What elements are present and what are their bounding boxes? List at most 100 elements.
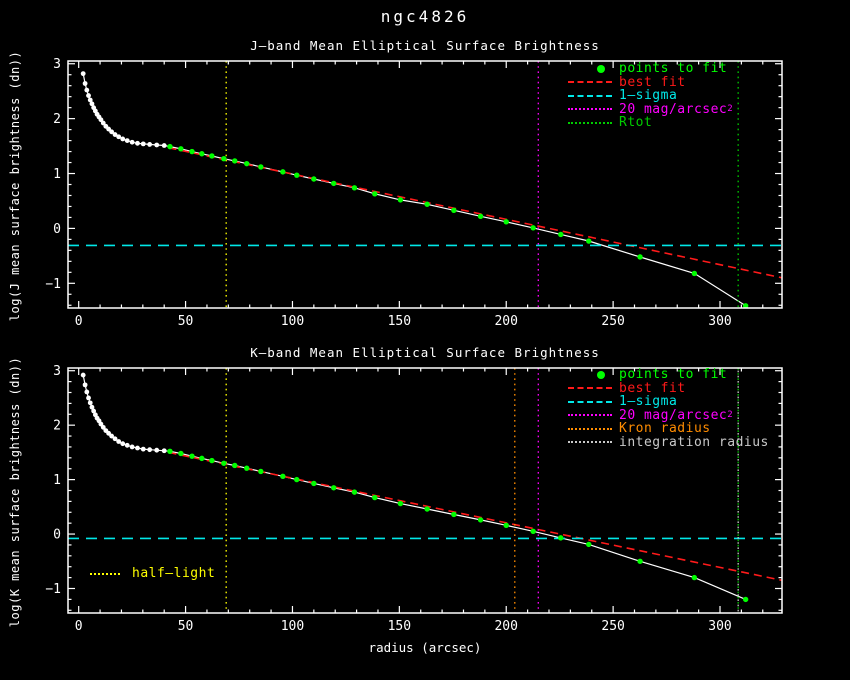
- profile-point: [135, 445, 140, 451]
- legend-label: 1–sigma: [619, 394, 678, 409]
- panel-J: 0 50 100 150 200 250 300 −1 0 1 2 3: [45, 57, 783, 329]
- fit-point: [311, 480, 317, 487]
- fit-point: [351, 489, 358, 495]
- legend-label: best fit: [619, 74, 686, 90]
- fit-point: [372, 191, 378, 197]
- fit-point: [424, 506, 430, 512]
- fit-point: [637, 558, 643, 564]
- profile-point: [135, 140, 140, 146]
- profile-point: [120, 136, 126, 142]
- fit-point: [451, 511, 457, 518]
- x-tick-label: 250: [601, 619, 624, 634]
- x-tick-label: 200: [494, 314, 517, 329]
- y-tick-label: 2: [53, 112, 61, 127]
- legend-item: best fit: [568, 74, 733, 90]
- profile-point: [84, 87, 90, 93]
- x-tick-label: 300: [708, 619, 731, 634]
- legend-label: Kron radius: [619, 421, 711, 436]
- legend-swatch-dots: [568, 427, 612, 430]
- profile-point: [109, 433, 115, 439]
- legend-swatch-dots: [568, 441, 612, 444]
- profile-point: [86, 395, 91, 401]
- profile-point: [80, 372, 86, 378]
- panel-k-legend: points to fit best fit 1–sigma 20 mag/arcse…: [568, 368, 769, 449]
- fit-point: [199, 151, 205, 157]
- profile-point: [100, 120, 106, 126]
- fit-point: [742, 303, 749, 309]
- y-tick-label: 0: [53, 222, 61, 237]
- panel-k-ylabel: log(K mean surface brightness (dn)): [8, 356, 22, 628]
- fit-point: [244, 160, 250, 167]
- profile-point: [161, 143, 167, 148]
- fit-point: [637, 254, 643, 260]
- legend-label: integration radius: [619, 434, 769, 450]
- legend-item: 20 mag/arcsec 2: [568, 407, 769, 423]
- legend-label: 20 mag/arcsec: [619, 101, 728, 117]
- legend-item: 1–sigma: [568, 395, 769, 409]
- legend-item: best fit: [568, 381, 769, 396]
- profile-point: [124, 442, 130, 448]
- tick-labels: 0 50 100 150 200 250 300 −1 0 1 2 3: [45, 57, 731, 329]
- fit-point: [397, 197, 404, 203]
- profile-point: [147, 142, 153, 147]
- fit-point: [294, 172, 300, 178]
- fit-point: [199, 455, 205, 462]
- profile-point: [89, 404, 95, 410]
- profile-point: [100, 424, 106, 430]
- fit-point: [586, 541, 592, 548]
- legend-swatch-dash: [568, 94, 612, 97]
- profile-point: [82, 81, 88, 86]
- fit-point: [691, 574, 698, 581]
- profile-point: [154, 447, 160, 453]
- profile-point: [109, 129, 115, 135]
- legend-label: 1–sigma: [619, 88, 678, 103]
- half-light-swatch: [90, 572, 120, 575]
- legend-label-sup: 2: [727, 409, 733, 420]
- y-tick-label: 3: [53, 364, 61, 379]
- profile-point: [129, 444, 135, 450]
- legend-swatch-dot: [568, 64, 612, 73]
- best-fit-line: [168, 451, 783, 582]
- profile-point: [91, 408, 97, 414]
- legend-swatch-dot: [568, 370, 612, 379]
- fit-point: [167, 143, 173, 150]
- legend-swatch-dots: [568, 108, 612, 111]
- y-tick-label: 2: [53, 419, 61, 434]
- x-tick-label: 200: [494, 619, 517, 634]
- fit-point: [691, 270, 698, 277]
- fit-point: [311, 176, 317, 182]
- half-light-annotation: half–light: [90, 566, 215, 581]
- profile-point: [154, 142, 160, 148]
- profile-point: [116, 439, 122, 444]
- profile-point: [129, 139, 135, 145]
- y-tick-label: −1: [45, 277, 61, 292]
- legend-swatch-dots: [568, 121, 612, 124]
- fit-point: [232, 158, 238, 164]
- y-tick-label: 1: [53, 473, 61, 488]
- fit-point: [503, 219, 509, 225]
- x-tick-label: 300: [708, 314, 731, 329]
- profile-point: [112, 436, 118, 442]
- fit-point: [294, 476, 300, 483]
- axis-ticks: [68, 368, 782, 613]
- axis-ticks: [68, 61, 782, 308]
- x-tick-label: 50: [178, 619, 194, 634]
- fit-point: [586, 238, 592, 244]
- fit-point: [558, 231, 564, 238]
- fit-point: [503, 522, 509, 529]
- fit-point: [331, 180, 337, 187]
- fit-point: [742, 596, 749, 603]
- fit-point: [424, 201, 430, 207]
- y-tick-label: −1: [45, 582, 61, 597]
- legend-swatch-dots: [568, 414, 612, 417]
- legend-item: points to fit: [568, 62, 733, 76]
- fit-point: [351, 185, 358, 191]
- fit-point: [244, 465, 250, 471]
- legend-label: 20 mag/arcsec: [619, 407, 728, 423]
- fit-point: [280, 473, 286, 480]
- legend-item: points to fit: [568, 368, 769, 382]
- fit-point: [477, 517, 484, 523]
- profile-point: [120, 441, 126, 447]
- profile-point: [116, 134, 122, 140]
- fit-point: [372, 494, 378, 501]
